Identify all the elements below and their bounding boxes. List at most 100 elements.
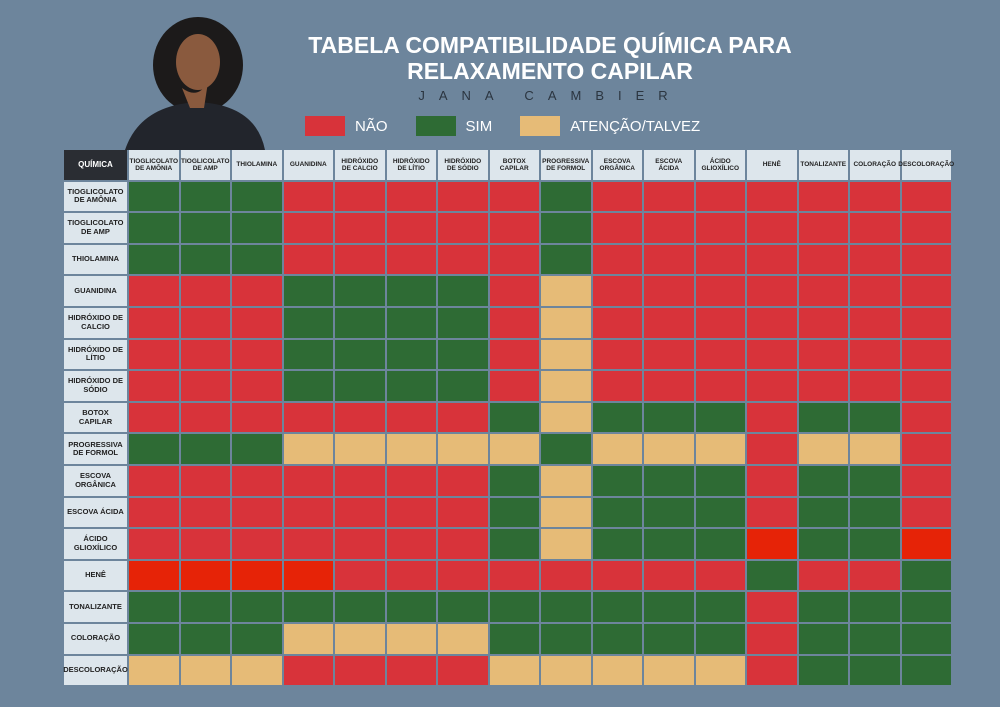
cell bbox=[747, 276, 797, 306]
cell bbox=[592, 497, 642, 528]
cell bbox=[438, 560, 488, 591]
cell bbox=[386, 529, 436, 559]
cell bbox=[695, 623, 745, 654]
cell bbox=[798, 402, 848, 433]
cell bbox=[283, 339, 333, 370]
cell bbox=[541, 592, 591, 622]
legend-swatch bbox=[415, 116, 456, 136]
cell bbox=[489, 402, 539, 433]
cell bbox=[180, 623, 230, 654]
cell bbox=[798, 244, 848, 275]
cell bbox=[129, 213, 179, 243]
cell bbox=[232, 339, 282, 370]
cell bbox=[438, 434, 488, 464]
cell bbox=[335, 181, 385, 212]
cell bbox=[489, 276, 539, 306]
cell bbox=[901, 371, 951, 401]
column-header: HENÊ bbox=[747, 150, 797, 180]
cell bbox=[283, 497, 333, 528]
cell bbox=[592, 213, 642, 243]
cell bbox=[232, 213, 282, 243]
row-header: ESCOVA ORGÂNICA bbox=[64, 465, 127, 496]
cell bbox=[180, 213, 230, 243]
cell bbox=[283, 465, 333, 496]
cell bbox=[489, 465, 539, 496]
cell bbox=[489, 497, 539, 528]
cell bbox=[129, 181, 179, 212]
cell bbox=[901, 276, 951, 306]
cell bbox=[283, 592, 333, 622]
cell bbox=[850, 434, 900, 464]
cell bbox=[747, 465, 797, 496]
cell bbox=[129, 339, 179, 370]
cell bbox=[541, 497, 591, 528]
cell bbox=[283, 371, 333, 401]
cell bbox=[232, 276, 282, 306]
cell bbox=[798, 560, 848, 591]
cell bbox=[644, 465, 694, 496]
column-header: HIDRÓXIDO DE CALCIO bbox=[335, 150, 385, 180]
cell bbox=[850, 276, 900, 306]
cell bbox=[283, 307, 333, 338]
cell bbox=[592, 560, 642, 591]
cell bbox=[386, 339, 436, 370]
row-header: ÁCIDO GLIOXÍLICO bbox=[64, 529, 127, 559]
row-header: HIDRÓXIDO DE SÓDIO bbox=[64, 371, 127, 401]
legend-label: NÃO bbox=[355, 117, 388, 135]
cell bbox=[695, 560, 745, 591]
cell bbox=[283, 181, 333, 212]
column-header: DESCOLORAÇÃO bbox=[898, 150, 954, 180]
cell bbox=[798, 497, 848, 528]
cell bbox=[592, 339, 642, 370]
cell bbox=[541, 213, 591, 243]
legend-item: NÃO bbox=[305, 116, 388, 136]
cell bbox=[180, 497, 230, 528]
cell bbox=[232, 402, 282, 433]
cell bbox=[541, 434, 591, 464]
cell bbox=[335, 307, 385, 338]
cell bbox=[180, 402, 230, 433]
cell bbox=[232, 307, 282, 338]
cell bbox=[644, 402, 694, 433]
cell bbox=[592, 465, 642, 496]
cell bbox=[489, 244, 539, 275]
column-header: GUANIDINA bbox=[283, 150, 333, 180]
cell bbox=[335, 529, 385, 559]
cell bbox=[798, 213, 848, 243]
cell bbox=[644, 623, 694, 654]
cell bbox=[129, 244, 179, 275]
cell bbox=[644, 655, 694, 686]
cell bbox=[695, 655, 745, 686]
row-header: PROGRESSIVA DE FORMOL bbox=[64, 434, 127, 464]
cell bbox=[180, 560, 230, 591]
cell bbox=[438, 244, 488, 275]
cell bbox=[747, 529, 797, 559]
cell bbox=[747, 592, 797, 622]
cell bbox=[386, 181, 436, 212]
cell bbox=[798, 623, 848, 654]
row-header: TONALIZANTE bbox=[64, 592, 127, 622]
cell bbox=[129, 371, 179, 401]
cell bbox=[541, 655, 591, 686]
cell bbox=[901, 339, 951, 370]
cell bbox=[180, 276, 230, 306]
cell bbox=[695, 244, 745, 275]
cell bbox=[747, 434, 797, 464]
cell bbox=[644, 213, 694, 243]
cell bbox=[901, 529, 951, 559]
cell bbox=[386, 560, 436, 591]
cell bbox=[541, 529, 591, 559]
cell bbox=[592, 655, 642, 686]
cell bbox=[438, 181, 488, 212]
cell bbox=[695, 181, 745, 212]
cell bbox=[335, 465, 385, 496]
cell bbox=[747, 339, 797, 370]
cell bbox=[335, 213, 385, 243]
legend-label: ATENÇÃO/TALVEZ bbox=[570, 117, 701, 135]
cell bbox=[592, 623, 642, 654]
cell bbox=[747, 655, 797, 686]
row-header: TIOGLICOLATO DE AMÔNIA bbox=[64, 181, 127, 212]
cell bbox=[592, 434, 642, 464]
cell bbox=[438, 339, 488, 370]
cell bbox=[335, 560, 385, 591]
